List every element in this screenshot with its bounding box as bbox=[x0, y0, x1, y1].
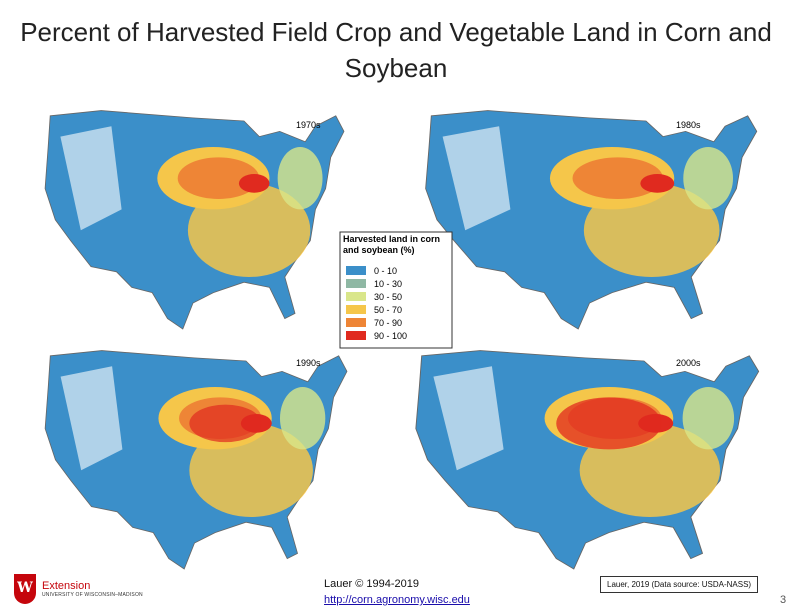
map-1990s bbox=[45, 351, 347, 569]
legend-label: 10 - 30 bbox=[374, 279, 402, 289]
legend: Harvested land in corn and soybean (%) 0… bbox=[339, 231, 453, 349]
legend-label: 50 - 70 bbox=[374, 305, 402, 315]
credit-link[interactable]: http://corn.agronomy.wisc.edu bbox=[324, 594, 470, 606]
legend-label: 70 - 90 bbox=[374, 318, 402, 328]
legend-title: Harvested land in corn and soybean (%) bbox=[343, 234, 441, 255]
credit-text: Lauer © 1994-2019 bbox=[324, 578, 419, 590]
map-label: 1980s bbox=[676, 120, 701, 130]
legend-swatch bbox=[346, 292, 366, 301]
legend-label: 30 - 50 bbox=[374, 292, 402, 302]
legend-swatch bbox=[346, 279, 366, 288]
map-1970s bbox=[45, 111, 344, 329]
map-label: 1970s bbox=[296, 120, 321, 130]
logo-mark: W bbox=[14, 574, 36, 604]
legend-box bbox=[339, 231, 453, 349]
map-2000s bbox=[416, 351, 759, 569]
page-number: 3 bbox=[780, 594, 787, 606]
legend-swatch bbox=[346, 305, 366, 314]
source-note: Lauer, 2019 (Data source: USDA-NASS) bbox=[600, 576, 759, 593]
legend-swatch bbox=[346, 318, 366, 327]
slide-title: Percent of Harvested Field Crop and Vege… bbox=[20, 17, 772, 83]
logo-text: Extension UNIVERSITY OF WISCONSIN–MADISO… bbox=[42, 580, 143, 598]
logo-university: UNIVERSITY OF WISCONSIN–MADISON bbox=[42, 592, 143, 598]
logo: W Extension UNIVERSITY OF WISCONSIN–MADI… bbox=[14, 574, 143, 604]
map-label: 2000s bbox=[676, 358, 701, 368]
legend-label: 90 - 100 bbox=[374, 331, 407, 341]
legend-swatch bbox=[346, 266, 366, 275]
legend-label: 0 - 10 bbox=[374, 266, 397, 276]
legend-swatch bbox=[346, 331, 366, 340]
logo-name: Extension bbox=[42, 580, 91, 592]
map-1980s bbox=[426, 111, 757, 329]
legend-title-box: Harvested land in corn and soybean (%) bbox=[343, 234, 441, 255]
credit: Lauer © 1994-2019 http://corn.agronomy.w… bbox=[324, 576, 470, 608]
map-label: 1990s bbox=[296, 358, 321, 368]
